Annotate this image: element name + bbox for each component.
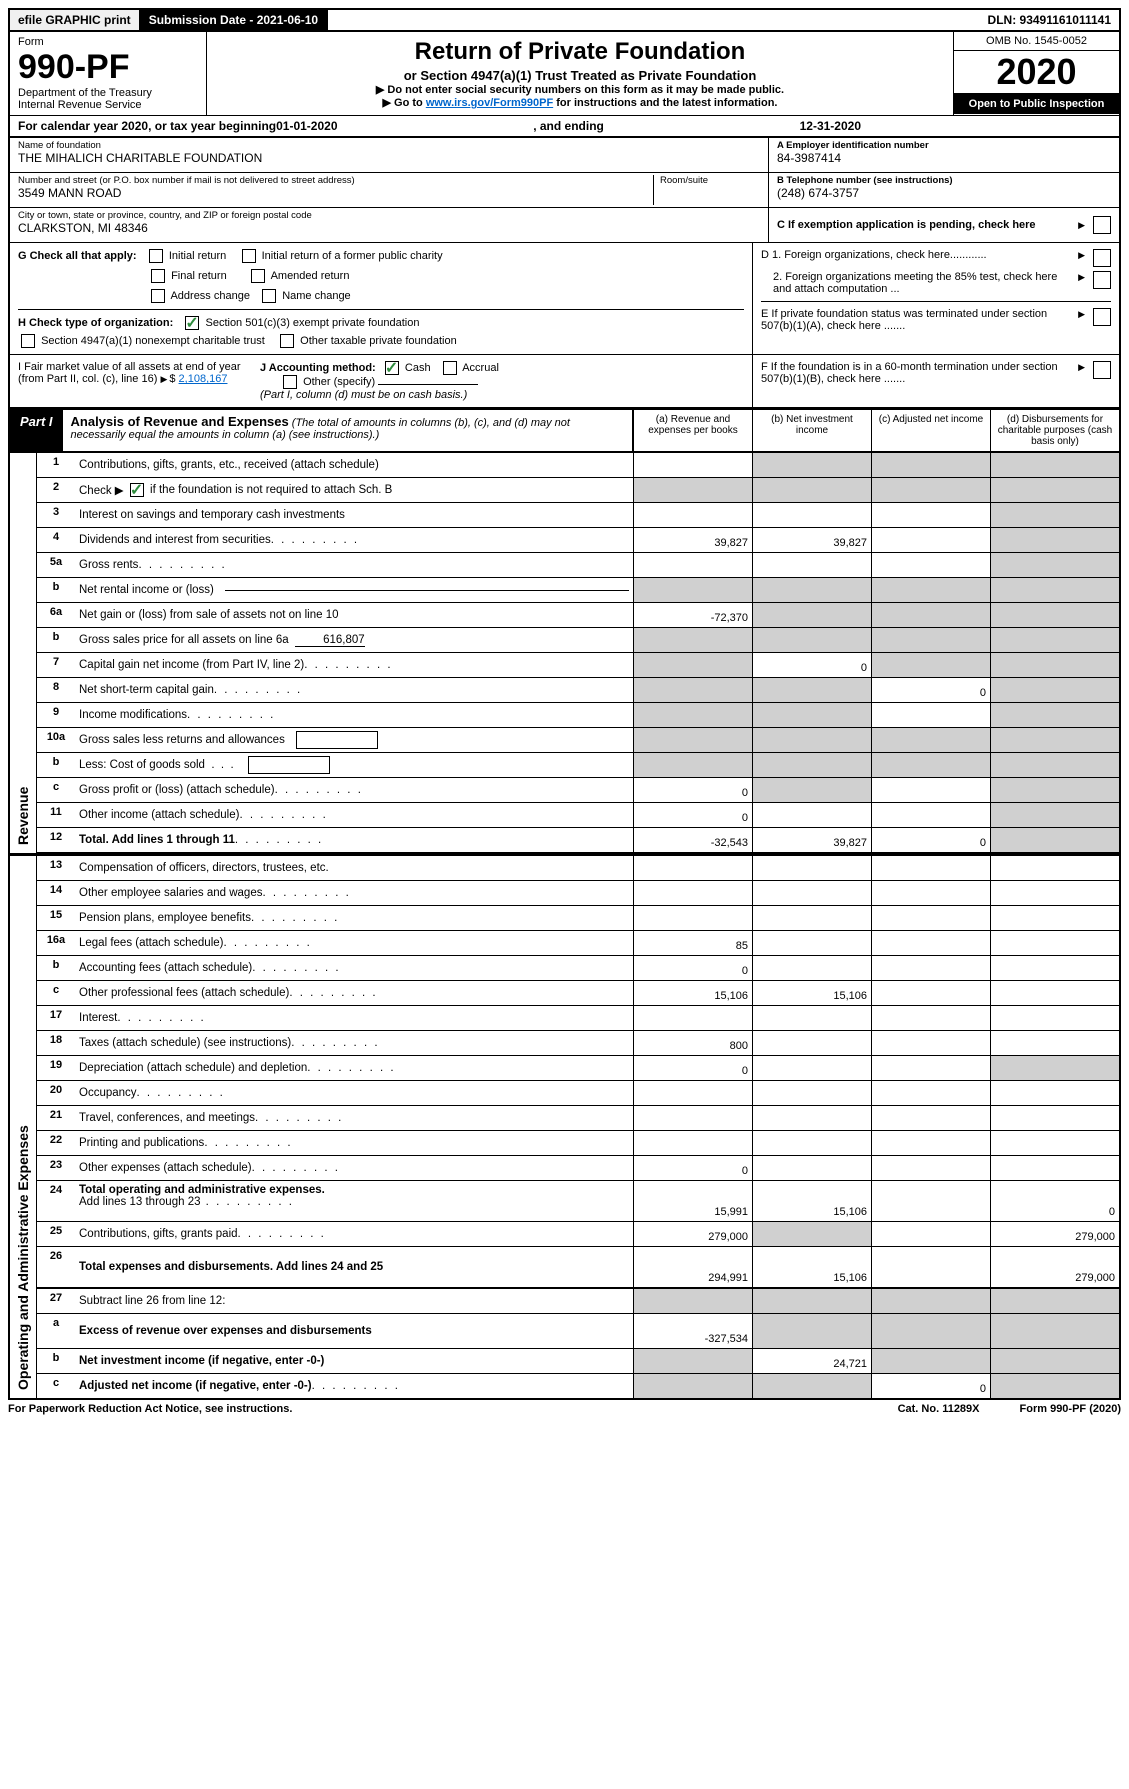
terminated-checkbox[interactable] (1093, 308, 1111, 326)
street-address: 3549 MANN ROAD (18, 186, 653, 200)
expenses-tab: Operating and Administrative Expenses (10, 856, 37, 1398)
final-return-checkbox[interactable] (151, 269, 165, 283)
4947-checkbox[interactable] (21, 334, 35, 348)
address-label: Number and street (or P.O. box number if… (18, 175, 653, 186)
form-subtitle: or Section 4947(a)(1) Trust Treated as P… (215, 68, 945, 83)
foreign-org-checkbox[interactable] (1093, 249, 1111, 267)
open-public-label: Open to Public Inspection (954, 94, 1119, 114)
60month-checkbox[interactable] (1093, 361, 1111, 379)
irs-link[interactable]: www.irs.gov/Form990PF (426, 97, 553, 109)
col-a-header: (a) Revenue and expenses per books (634, 410, 752, 451)
exemption-pending-label: C If exemption application is pending, c… (777, 219, 1078, 231)
cash-checkbox[interactable] (385, 361, 399, 375)
tax-year: 2020 (954, 50, 1119, 94)
foreign-85-checkbox[interactable] (1093, 271, 1111, 289)
phone-value: (248) 674-3757 (777, 186, 1111, 200)
initial-return-checkbox[interactable] (149, 249, 163, 263)
phone-label: B Telephone number (see instructions) (777, 175, 1111, 186)
irs-label: Internal Revenue Service (18, 99, 198, 111)
initial-former-checkbox[interactable] (242, 249, 256, 263)
form-header: Form 990-PF Department of the Treasury I… (8, 32, 1121, 115)
other-method-checkbox[interactable] (283, 375, 297, 389)
form-title: Return of Private Foundation (215, 38, 945, 66)
submission-date-button[interactable]: Submission Date - 2021-06-10 (141, 10, 328, 30)
other-taxable-checkbox[interactable] (280, 334, 294, 348)
form-note1: ▶ Do not enter social security numbers o… (215, 83, 945, 96)
accrual-checkbox[interactable] (443, 361, 457, 375)
name-change-checkbox[interactable] (262, 289, 276, 303)
omb-number: OMB No. 1545-0052 (954, 32, 1119, 50)
col-d-header: (d) Disbursements for charitable purpose… (990, 410, 1119, 451)
entity-info: Name of foundation THE MIHALICH CHARITAB… (8, 138, 1121, 243)
foundation-name: THE MIHALICH CHARITABLE FOUNDATION (18, 151, 760, 165)
501c3-checkbox[interactable] (185, 316, 199, 330)
expenses-table: Operating and Administrative Expenses 13… (8, 856, 1121, 1400)
part1-label: Part I (10, 410, 63, 451)
part1-header: Part I Analysis of Revenue and Expenses … (8, 409, 1121, 453)
form-number: 990-PF (18, 48, 198, 87)
name-label: Name of foundation (18, 140, 760, 151)
calendar-year-row: For calendar year 2020, or tax year begi… (8, 115, 1121, 138)
city-label: City or town, state or province, country… (18, 210, 760, 221)
top-bar: efile GRAPHIC print Submission Date - 20… (8, 8, 1121, 32)
fmv-value[interactable]: 2,108,167 (179, 373, 228, 385)
ein-label: A Employer identification number (777, 140, 1111, 151)
amended-return-checkbox[interactable] (251, 269, 265, 283)
section-i-j-f: I Fair market value of all assets at end… (8, 355, 1121, 409)
paperwork-notice: For Paperwork Reduction Act Notice, see … (8, 1403, 292, 1415)
dln-label: DLN: 93491161011141 (980, 10, 1119, 30)
section-g-h: G Check all that apply: Initial return I… (8, 243, 1121, 355)
page-footer: For Paperwork Reduction Act Notice, see … (8, 1400, 1121, 1418)
form-word: Form (18, 36, 198, 48)
room-label: Room/suite (660, 175, 760, 186)
col-b-header: (b) Net investment income (752, 410, 871, 451)
dept-label: Department of the Treasury (18, 87, 198, 99)
form-note2: ▶ Go to www.irs.gov/Form990PF for instru… (215, 96, 945, 109)
part1-table: Revenue 1Contributions, gifts, grants, e… (8, 453, 1121, 856)
ein-value: 84-3987414 (777, 151, 1111, 165)
catalog-number: Cat. No. 11289X (898, 1403, 980, 1415)
city-state-zip: CLARKSTON, MI 48346 (18, 221, 760, 235)
revenue-tab: Revenue (10, 453, 37, 854)
col-c-header: (c) Adjusted net income (871, 410, 990, 451)
efile-button[interactable]: efile GRAPHIC print (10, 10, 141, 30)
address-change-checkbox[interactable] (151, 289, 165, 303)
schb-checkbox[interactable] (130, 483, 144, 497)
exemption-checkbox[interactable] (1093, 216, 1111, 234)
form-footer: Form 990-PF (2020) (1020, 1403, 1121, 1415)
